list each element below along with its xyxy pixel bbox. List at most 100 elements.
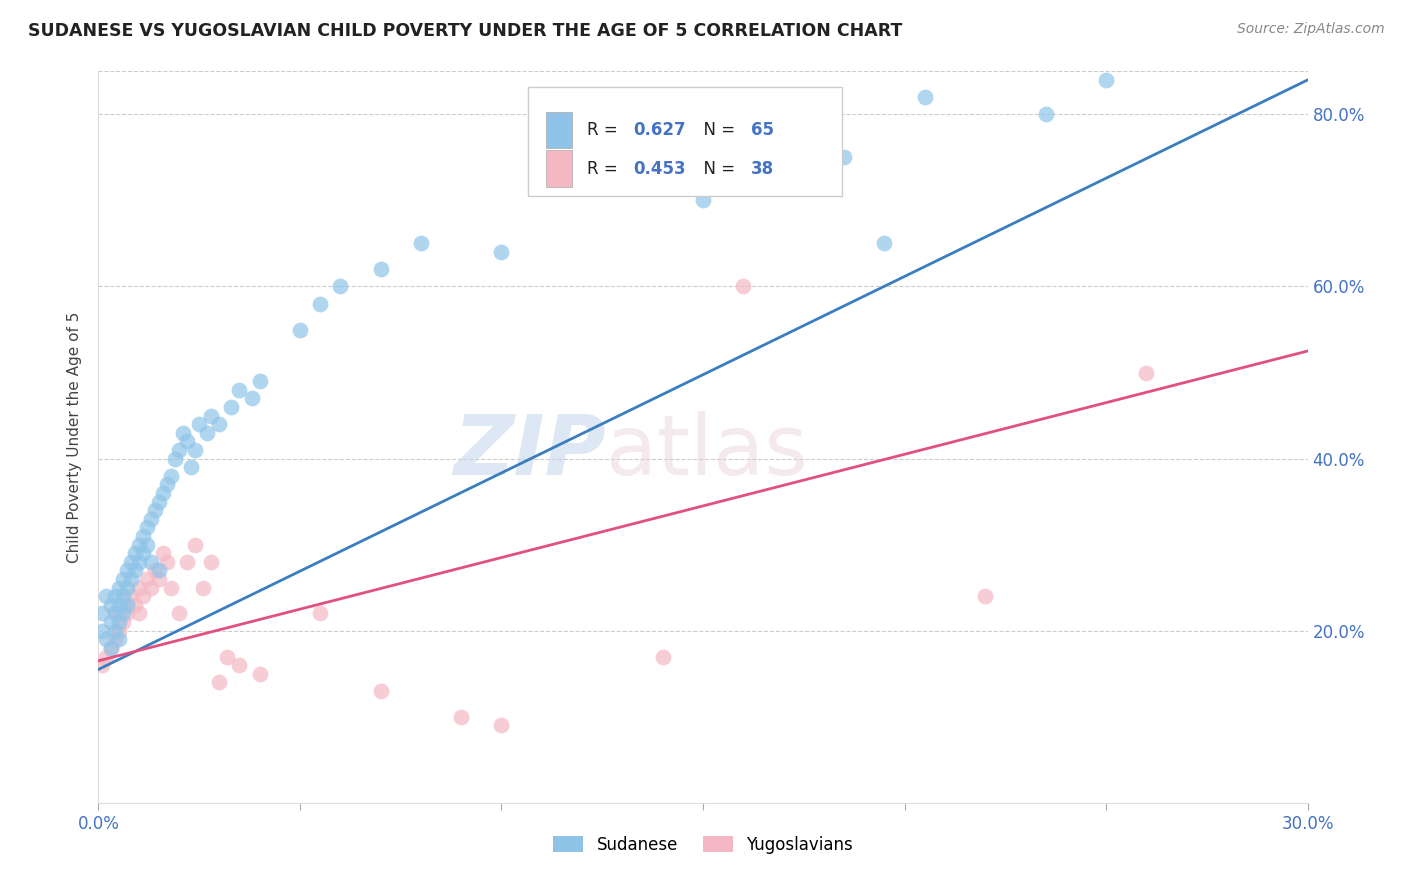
Point	[148, 572, 170, 586]
Point	[228, 383, 250, 397]
Point	[100, 640, 122, 655]
Text: R =: R =	[586, 121, 623, 139]
Point	[370, 684, 392, 698]
Point	[107, 598, 129, 612]
Text: R =: R =	[586, 160, 623, 178]
Point	[91, 658, 114, 673]
Point	[217, 649, 239, 664]
Point	[111, 589, 134, 603]
Text: ZIP: ZIP	[454, 411, 606, 492]
Text: N =: N =	[693, 121, 741, 139]
FancyBboxPatch shape	[546, 151, 572, 187]
Point	[200, 555, 222, 569]
Point	[115, 564, 138, 578]
Point	[156, 555, 179, 569]
Point	[120, 572, 142, 586]
Point	[132, 546, 155, 560]
Point	[111, 607, 134, 621]
Point	[733, 279, 755, 293]
Point	[651, 125, 673, 139]
Text: 38: 38	[751, 160, 775, 178]
Point	[329, 279, 352, 293]
Point	[135, 538, 157, 552]
Point	[124, 564, 146, 578]
Point	[135, 572, 157, 586]
Point	[115, 581, 138, 595]
Point	[103, 607, 125, 621]
Point	[188, 417, 211, 432]
Point	[139, 512, 162, 526]
Text: SUDANESE VS YUGOSLAVIAN CHILD POVERTY UNDER THE AGE OF 5 CORRELATION CHART: SUDANESE VS YUGOSLAVIAN CHILD POVERTY UN…	[28, 22, 903, 40]
Point	[107, 632, 129, 647]
Point	[115, 607, 138, 621]
Point	[180, 460, 202, 475]
Point	[873, 236, 896, 251]
Point	[195, 425, 218, 440]
Point	[152, 546, 174, 560]
Point	[184, 442, 207, 457]
Point	[111, 572, 134, 586]
Point	[128, 555, 150, 569]
Point	[91, 624, 114, 638]
Point	[148, 564, 170, 578]
Text: N =: N =	[693, 160, 741, 178]
Point	[692, 194, 714, 208]
Point	[651, 649, 673, 664]
Point	[370, 262, 392, 277]
Point	[107, 581, 129, 595]
Point	[111, 615, 134, 629]
Point	[309, 296, 332, 310]
Legend: Sudanese, Yugoslavians: Sudanese, Yugoslavians	[547, 829, 859, 860]
Point	[148, 494, 170, 508]
Point	[103, 624, 125, 638]
Y-axis label: Child Poverty Under the Age of 5: Child Poverty Under the Age of 5	[67, 311, 83, 563]
Point	[167, 442, 190, 457]
Point	[124, 546, 146, 560]
Point	[132, 589, 155, 603]
Point	[91, 607, 114, 621]
Point	[128, 581, 150, 595]
Point	[176, 555, 198, 569]
Point	[139, 555, 162, 569]
Point	[1035, 107, 1057, 121]
Point	[132, 529, 155, 543]
Point	[491, 718, 513, 732]
Point	[124, 598, 146, 612]
Point	[120, 555, 142, 569]
Point	[115, 598, 138, 612]
Point	[309, 607, 332, 621]
Text: 0.627: 0.627	[633, 121, 686, 139]
Point	[409, 236, 432, 251]
Point	[96, 589, 118, 603]
Point	[172, 425, 194, 440]
Point	[163, 451, 186, 466]
Point	[167, 607, 190, 621]
Point	[200, 409, 222, 423]
Point	[143, 564, 166, 578]
Point	[184, 538, 207, 552]
Point	[139, 581, 162, 595]
Point	[249, 374, 271, 388]
Point	[100, 598, 122, 612]
Point	[143, 503, 166, 517]
Point	[221, 400, 243, 414]
Point	[160, 581, 183, 595]
Point	[120, 589, 142, 603]
Point	[103, 632, 125, 647]
Point	[111, 598, 134, 612]
Point	[240, 392, 263, 406]
FancyBboxPatch shape	[527, 87, 842, 195]
Point	[100, 640, 122, 655]
Point	[128, 538, 150, 552]
Text: atlas: atlas	[606, 411, 808, 492]
Point	[208, 417, 231, 432]
Point	[96, 649, 118, 664]
Point	[128, 607, 150, 621]
Point	[100, 615, 122, 629]
Point	[107, 624, 129, 638]
Point	[491, 245, 513, 260]
Point	[193, 581, 215, 595]
Point	[152, 486, 174, 500]
Point	[160, 468, 183, 483]
Point	[249, 666, 271, 681]
